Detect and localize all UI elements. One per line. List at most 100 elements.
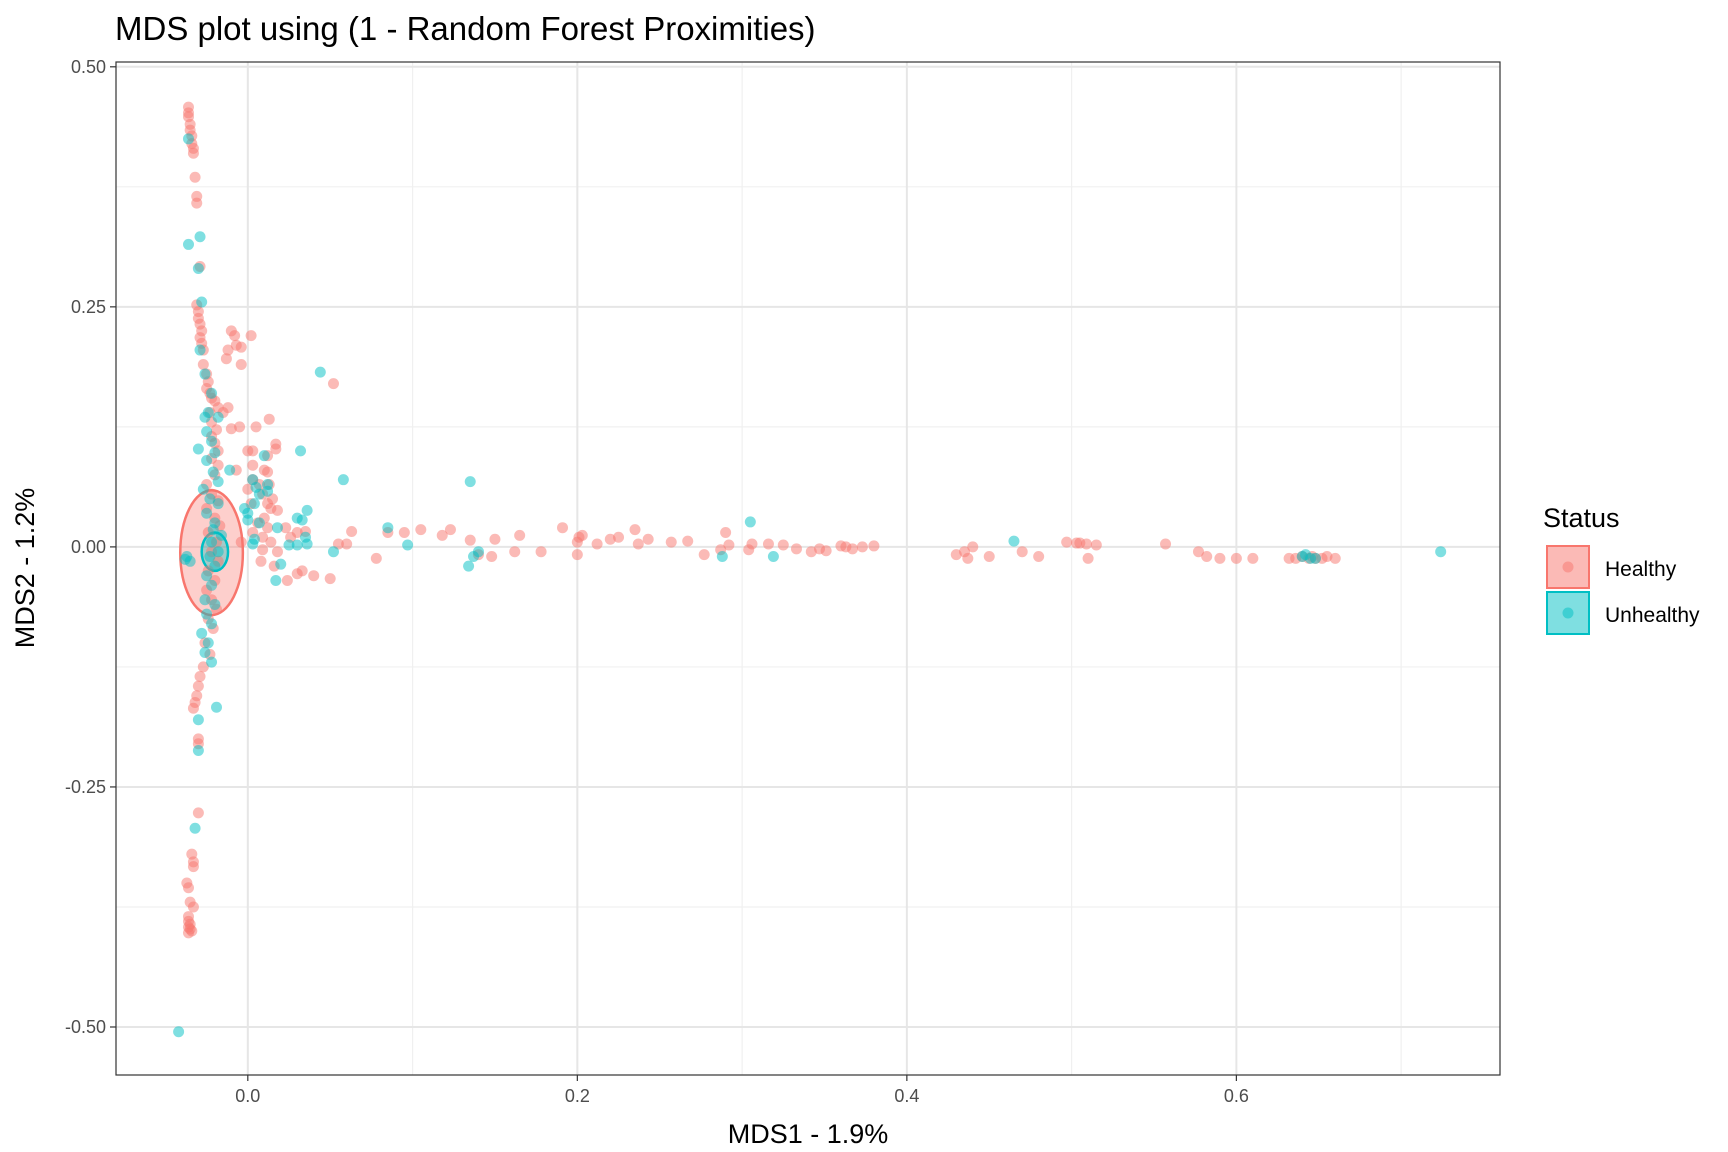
point-unhealthy xyxy=(248,498,260,510)
point-healthy xyxy=(270,443,282,455)
minor-gridlines xyxy=(116,62,1500,1075)
point-unhealthy xyxy=(215,529,227,541)
point-unhealthy xyxy=(464,476,476,488)
point-unhealthy xyxy=(199,594,211,606)
point-unhealthy xyxy=(212,546,224,558)
legend: Status Healthy Unhealthy xyxy=(1543,503,1700,635)
point-healthy xyxy=(191,197,203,209)
point-healthy xyxy=(486,550,498,562)
point-healthy xyxy=(967,541,979,553)
point-healthy xyxy=(535,546,547,558)
point-healthy xyxy=(225,423,237,435)
point-healthy xyxy=(1247,552,1259,564)
point-unhealthy xyxy=(209,447,221,459)
point-healthy xyxy=(255,555,267,567)
point-unhealthy xyxy=(716,550,728,562)
point-healthy xyxy=(1192,546,1204,558)
point-healthy xyxy=(1061,536,1073,548)
y-tick-label: 0.25 xyxy=(71,297,106,317)
major-gridlines xyxy=(116,62,1500,1075)
point-healthy xyxy=(197,358,209,370)
point-healthy xyxy=(629,524,641,536)
point-healthy xyxy=(604,533,616,545)
point-unhealthy xyxy=(258,450,270,462)
point-healthy xyxy=(187,861,199,873)
point-healthy xyxy=(820,545,832,557)
point-healthy xyxy=(1082,552,1094,564)
point-healthy xyxy=(444,524,456,536)
x-tick-label: 0.4 xyxy=(894,1086,919,1106)
point-healthy xyxy=(642,533,654,545)
point-healthy xyxy=(194,671,206,683)
legend-entry-healthy: Healthy xyxy=(1546,545,1677,589)
legend-marker-healthy xyxy=(1562,561,1574,573)
point-unhealthy xyxy=(211,701,223,713)
point-healthy xyxy=(182,927,194,939)
point-unhealthy xyxy=(199,411,211,423)
point-unhealthy xyxy=(209,599,221,611)
point-unhealthy xyxy=(1435,546,1447,558)
point-healthy xyxy=(370,552,382,564)
point-unhealthy xyxy=(196,296,208,308)
point-unhealthy xyxy=(212,411,224,423)
point-healthy xyxy=(235,358,247,370)
point-unhealthy xyxy=(212,498,224,510)
point-healthy xyxy=(262,466,274,478)
plot-panel xyxy=(116,62,1500,1075)
point-unhealthy xyxy=(767,550,779,562)
point-unhealthy xyxy=(192,262,204,274)
point-healthy xyxy=(489,533,501,545)
legend-label-unhealthy: Unhealthy xyxy=(1605,604,1700,627)
point-unhealthy xyxy=(253,488,265,500)
point-unhealthy xyxy=(207,466,219,478)
panel-border xyxy=(115,61,1501,1076)
point-unhealthy xyxy=(182,133,194,145)
point-unhealthy xyxy=(291,539,303,551)
point-healthy xyxy=(257,531,269,543)
point-unhealthy xyxy=(173,1026,185,1038)
point-healthy xyxy=(262,522,274,534)
panel-background xyxy=(116,62,1500,1075)
point-healthy xyxy=(182,882,194,894)
point-unhealthy xyxy=(206,435,218,447)
point-unhealthy xyxy=(206,579,218,591)
point-unhealthy xyxy=(472,546,484,558)
point-healthy xyxy=(962,552,974,564)
point-healthy xyxy=(245,330,257,342)
point-unhealthy xyxy=(337,474,349,486)
point-healthy xyxy=(242,445,254,457)
point-healthy xyxy=(720,526,732,538)
point-unhealthy xyxy=(194,231,206,243)
point-unhealthy xyxy=(201,507,213,519)
x-tick-label: 0.0 xyxy=(235,1086,260,1106)
point-unhealthy xyxy=(206,656,218,668)
y-tick-label: -0.25 xyxy=(65,777,106,797)
point-healthy xyxy=(790,543,802,555)
point-healthy xyxy=(571,549,583,561)
point-healthy xyxy=(189,171,201,183)
point-healthy xyxy=(576,529,588,541)
point-healthy xyxy=(247,459,259,471)
point-unhealthy xyxy=(201,608,213,620)
point-healthy xyxy=(1080,538,1092,550)
point-healthy xyxy=(281,575,293,587)
point-healthy xyxy=(613,531,625,543)
x-axis-ticks: 0.0 0.2 0.4 0.6 xyxy=(235,1075,1249,1106)
point-unhealthy xyxy=(296,514,308,526)
x-tick-label: 0.6 xyxy=(1224,1086,1249,1106)
point-unhealthy xyxy=(1309,552,1321,564)
point-unhealthy xyxy=(202,637,214,649)
point-unhealthy xyxy=(182,238,194,250)
point-healthy xyxy=(222,402,234,414)
point-unhealthy xyxy=(744,516,756,528)
point-unhealthy xyxy=(327,546,339,558)
data-points xyxy=(173,101,1447,1038)
point-healthy xyxy=(1160,538,1172,550)
point-healthy xyxy=(591,538,603,550)
point-unhealthy xyxy=(295,445,307,457)
point-unhealthy xyxy=(204,550,216,562)
point-healthy xyxy=(187,901,199,913)
point-healthy xyxy=(341,538,353,550)
y-axis-title: MDS2 - 1.2% xyxy=(10,488,40,649)
point-healthy xyxy=(280,522,292,534)
